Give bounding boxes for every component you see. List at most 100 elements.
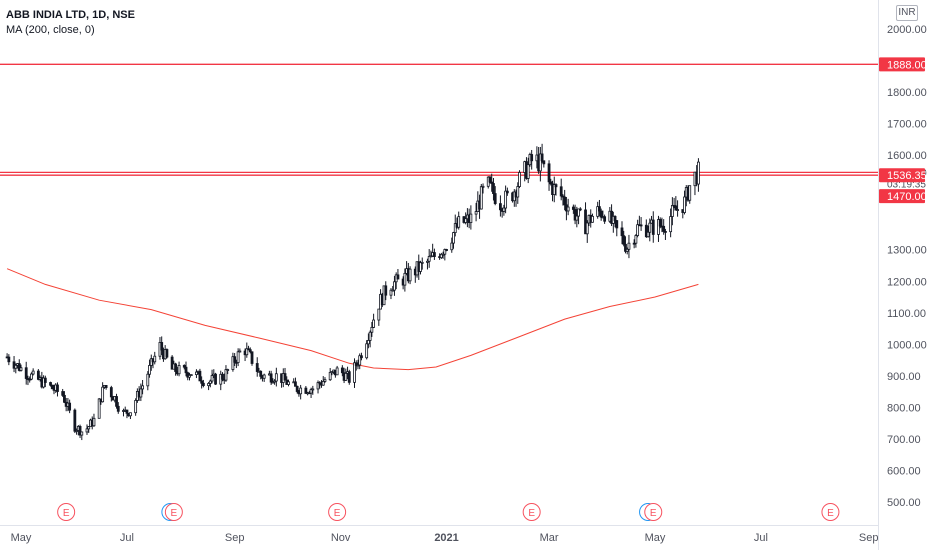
candle bbox=[540, 143, 544, 163]
candle bbox=[542, 160, 546, 168]
candle bbox=[620, 221, 624, 245]
candles bbox=[5, 143, 700, 441]
candle bbox=[526, 157, 530, 184]
candle bbox=[474, 202, 478, 222]
price-tag-label: 1888.00 bbox=[887, 59, 927, 71]
symbol-title[interactable]: ABB INDIA LTD, 1D, NSE bbox=[6, 9, 135, 21]
candle bbox=[499, 195, 502, 217]
indicator-label[interactable]: MA (200, close, 0) bbox=[6, 24, 95, 36]
candle bbox=[516, 182, 520, 204]
price-tick-label: 1100.00 bbox=[887, 308, 926, 320]
candle bbox=[347, 369, 351, 385]
candle bbox=[304, 385, 308, 394]
candle bbox=[530, 149, 534, 170]
candle bbox=[625, 247, 629, 255]
candle bbox=[30, 372, 33, 381]
time-tick-label: Nov bbox=[331, 532, 351, 544]
candle bbox=[344, 368, 348, 381]
candle bbox=[644, 219, 648, 238]
candle bbox=[273, 379, 277, 385]
candle bbox=[426, 258, 429, 270]
candle bbox=[316, 380, 320, 394]
candle bbox=[561, 194, 565, 206]
candle bbox=[492, 177, 495, 201]
candle bbox=[657, 215, 660, 242]
candle bbox=[19, 364, 23, 372]
earnings-event-marker[interactable]: E bbox=[164, 503, 183, 521]
price-axis: 500.00 600.00 700.00 800.00 900.00 1000.00 110… bbox=[887, 24, 927, 509]
candle bbox=[148, 359, 151, 378]
candle bbox=[207, 382, 210, 391]
candle bbox=[146, 371, 150, 391]
candle bbox=[248, 347, 252, 354]
candle bbox=[615, 219, 619, 237]
candle bbox=[624, 236, 627, 254]
candle bbox=[353, 358, 356, 388]
candle bbox=[549, 178, 553, 186]
candle bbox=[598, 199, 601, 217]
candle bbox=[226, 368, 230, 375]
earnings-event-marker[interactable]: E bbox=[644, 503, 663, 521]
candle bbox=[24, 361, 28, 385]
candle bbox=[36, 369, 40, 381]
candle bbox=[208, 379, 212, 388]
candle bbox=[538, 146, 542, 182]
candle bbox=[104, 384, 108, 390]
candle bbox=[321, 376, 325, 386]
time-tick-label: Jul bbox=[754, 532, 768, 544]
time-axis: May Jul Sep Nov 2021 Mar May Jul Sep bbox=[11, 532, 879, 544]
time-tick-label: 2021 bbox=[434, 532, 458, 544]
candle bbox=[170, 355, 174, 370]
candle bbox=[97, 397, 101, 419]
candle bbox=[603, 214, 607, 224]
price-tick-label: 700.00 bbox=[887, 434, 921, 446]
candle bbox=[453, 214, 457, 237]
candle bbox=[31, 368, 35, 376]
candle bbox=[450, 237, 454, 253]
time-tick-label: May bbox=[11, 532, 32, 544]
candle bbox=[658, 217, 662, 229]
candle bbox=[683, 190, 686, 215]
earnings-event-marker[interactable]: E bbox=[57, 503, 76, 521]
candle bbox=[441, 251, 445, 259]
candle bbox=[63, 391, 66, 404]
candle bbox=[662, 219, 666, 235]
candle bbox=[311, 385, 315, 395]
candle bbox=[488, 175, 492, 184]
time-tick-label: Mar bbox=[540, 532, 559, 544]
candle bbox=[182, 364, 186, 370]
candle bbox=[50, 384, 54, 390]
earnings-event-marker[interactable]: E bbox=[522, 503, 541, 521]
candle bbox=[7, 354, 11, 366]
candle bbox=[295, 385, 299, 394]
candle bbox=[368, 330, 372, 348]
candle bbox=[674, 196, 678, 211]
candle bbox=[559, 178, 563, 201]
candle bbox=[575, 206, 579, 228]
candle bbox=[670, 197, 674, 226]
candle bbox=[210, 369, 214, 384]
candle bbox=[578, 207, 582, 212]
candle bbox=[287, 379, 290, 387]
candle bbox=[340, 365, 344, 377]
earnings-event-marker[interactable]: E bbox=[821, 503, 840, 521]
candle bbox=[165, 348, 169, 359]
candle bbox=[274, 367, 278, 387]
candle bbox=[335, 365, 339, 376]
candle bbox=[372, 313, 376, 329]
candle bbox=[12, 356, 16, 373]
earnings-event-marker[interactable]: E bbox=[328, 503, 347, 521]
time-tick-label: Jul bbox=[120, 532, 134, 544]
candle bbox=[109, 385, 113, 402]
candle bbox=[61, 388, 65, 397]
currency-button[interactable]: INR bbox=[896, 5, 918, 21]
candle bbox=[198, 368, 202, 382]
candle bbox=[231, 352, 235, 372]
candle bbox=[664, 228, 667, 240]
candle bbox=[294, 377, 297, 387]
candle bbox=[622, 230, 626, 247]
candle bbox=[637, 215, 641, 227]
event-label: E bbox=[63, 508, 70, 519]
